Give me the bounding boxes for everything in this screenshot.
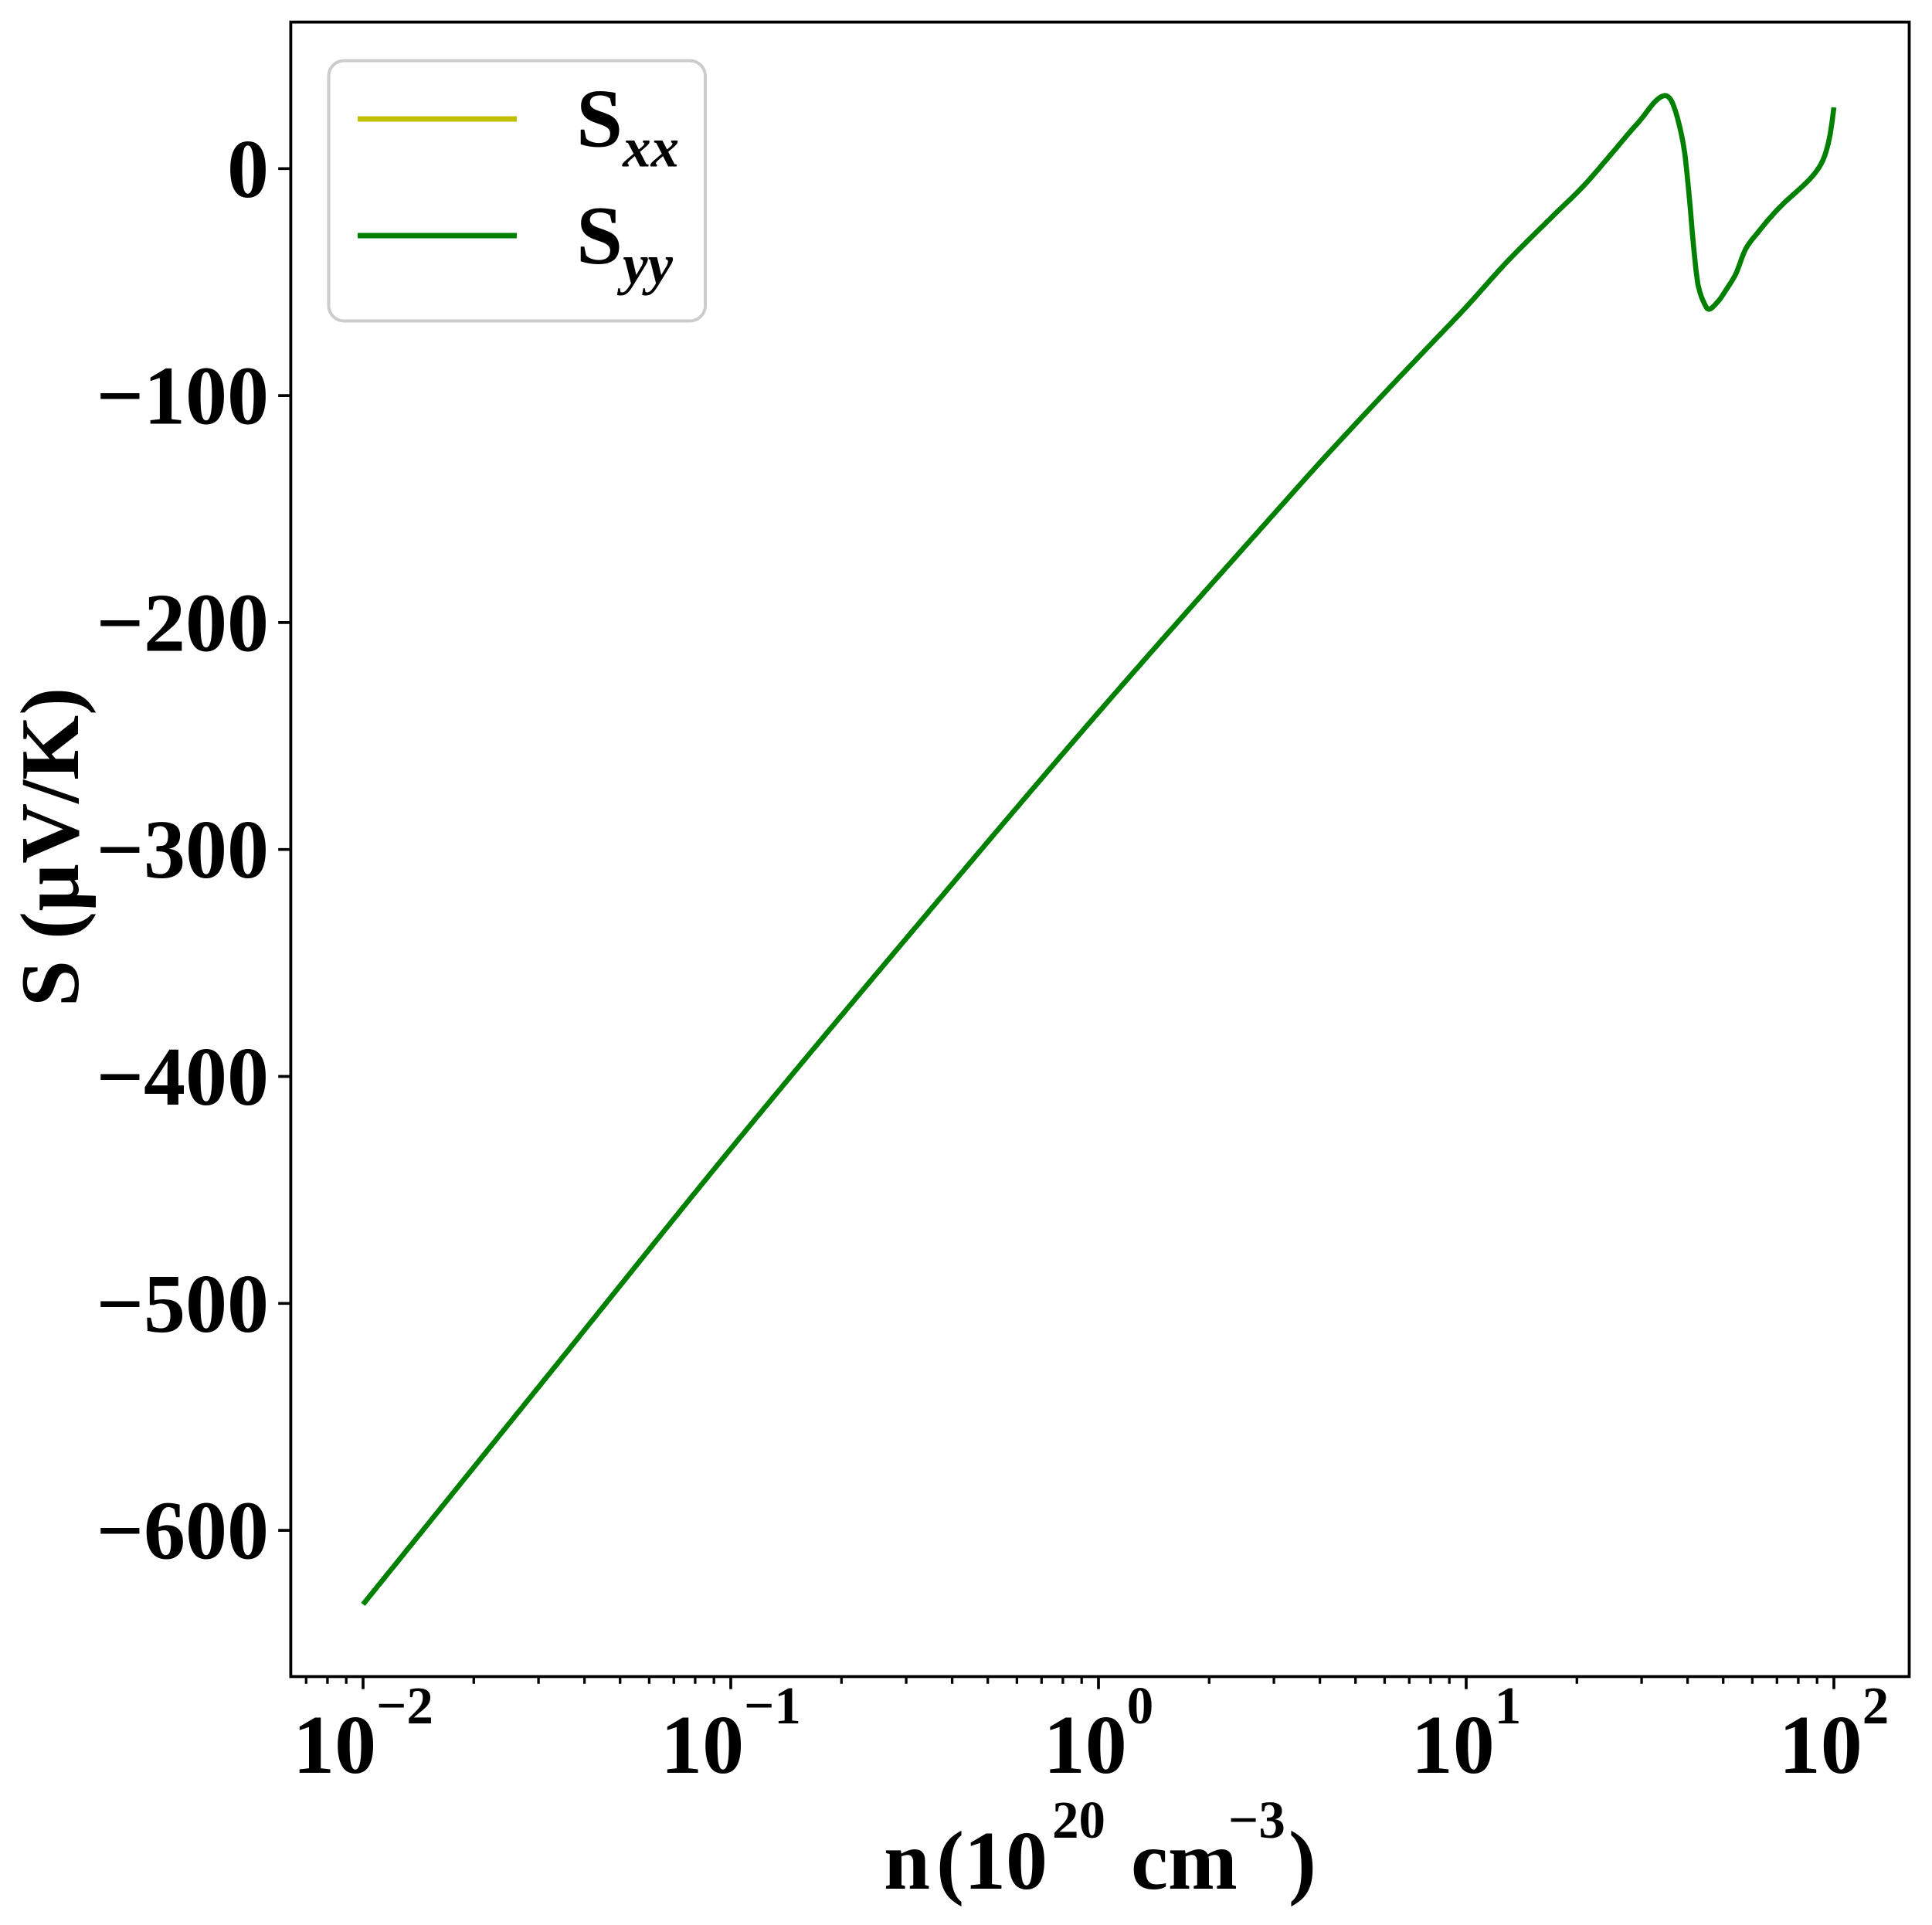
- svg-text:−400: −400: [96, 1031, 269, 1123]
- svg-text:0: 0: [227, 124, 269, 216]
- svg-text:−600: −600: [96, 1485, 269, 1577]
- svg-text:−500: −500: [96, 1258, 269, 1350]
- svg-text:10−1: 10−1: [660, 1676, 801, 1791]
- svg-text:10−2: 10−2: [293, 1676, 433, 1791]
- svg-text:−300: −300: [96, 804, 269, 896]
- svg-text:S (µV/K): S (µV/K): [5, 688, 97, 1007]
- svg-text:100: 100: [1044, 1676, 1154, 1791]
- svg-text:101: 101: [1411, 1676, 1522, 1791]
- svg-text:102: 102: [1779, 1676, 1890, 1791]
- svg-text:−100: −100: [96, 351, 269, 443]
- svg-text:−200: −200: [96, 577, 269, 669]
